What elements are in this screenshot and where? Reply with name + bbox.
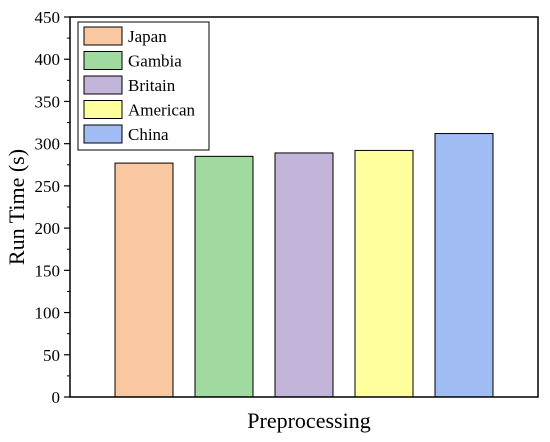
legend-swatch-china <box>83 124 123 144</box>
bar-american <box>354 149 414 398</box>
y-tick-label: 100 <box>35 304 61 323</box>
legend-label-american: American <box>128 101 196 120</box>
y-tick-label: 250 <box>35 177 61 196</box>
y-axis-title: Run Time (s) <box>4 149 29 265</box>
legend-swatch-japan <box>83 26 123 46</box>
y-tick-label: 400 <box>35 50 61 69</box>
legend-label-japan: Japan <box>128 27 167 46</box>
legend: Japan Gambia Britain American China <box>77 21 210 151</box>
y-tick-label: 150 <box>35 261 61 280</box>
y-tick-label: 300 <box>35 135 61 154</box>
legend-swatch-gambia <box>83 51 123 70</box>
y-tick-label: 50 <box>43 346 60 365</box>
y-ticks: 0 50 100 150 200 250 300 350 400 450 <box>35 8 70 407</box>
legend-swatch-britain <box>83 75 123 95</box>
legend-label-britain: Britain <box>128 76 176 95</box>
y-tick-label: 450 <box>35 8 61 27</box>
legend-label-china: China <box>128 125 169 144</box>
y-tick-label: 350 <box>35 92 61 111</box>
bar-britain <box>274 152 334 398</box>
bar-japan <box>114 162 174 398</box>
bar-gambia <box>194 155 254 398</box>
y-tick-label: 0 <box>52 388 61 407</box>
y-tick-label: 200 <box>35 219 61 238</box>
bar-china <box>434 133 494 398</box>
plot-frame <box>69 16 539 398</box>
x-axis-title: Preprocessing <box>247 408 370 433</box>
legend-label-gambia: Gambia <box>128 52 182 71</box>
legend-swatch-american <box>83 100 123 119</box>
bars <box>114 133 494 398</box>
